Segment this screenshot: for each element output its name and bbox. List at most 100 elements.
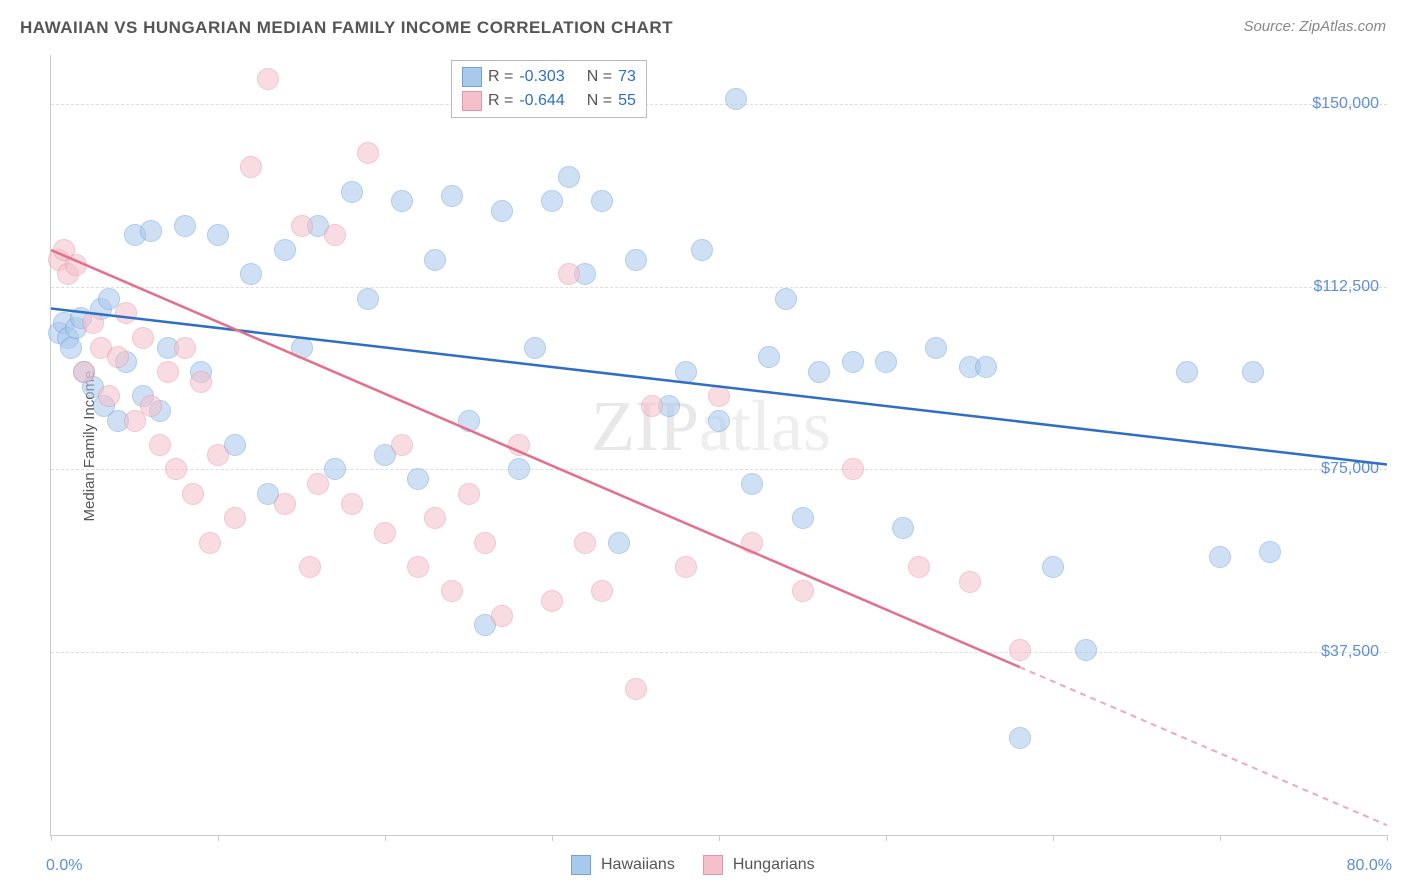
grid-line — [51, 652, 1387, 653]
plot-area: ZIPatlas R =-0.303N =73R =-0.644N =55 0.… — [50, 55, 1387, 836]
x-tick — [385, 835, 386, 841]
data-point — [107, 346, 129, 368]
data-point — [257, 68, 279, 90]
data-point — [725, 88, 747, 110]
x-max-label: 80.0% — [1347, 857, 1392, 875]
data-point — [140, 220, 162, 242]
data-point — [182, 483, 204, 505]
data-point — [675, 361, 697, 383]
data-point — [341, 493, 363, 515]
data-point — [199, 532, 221, 554]
legend-row: R =-0.644N =55 — [462, 89, 636, 113]
x-tick — [552, 835, 553, 841]
legend-swatch — [571, 855, 591, 875]
data-point — [240, 156, 262, 178]
y-tick-label: $112,500 — [1313, 278, 1379, 296]
source-label: Source: ZipAtlas.com — [1243, 18, 1386, 35]
x-tick — [218, 835, 219, 841]
data-point — [140, 395, 162, 417]
data-point — [407, 468, 429, 490]
x-tick — [719, 835, 720, 841]
data-point — [875, 351, 897, 373]
data-point — [73, 361, 95, 383]
legend-label: Hawaiians — [601, 856, 675, 874]
data-point — [240, 263, 262, 285]
data-point — [608, 532, 630, 554]
data-point — [441, 185, 463, 207]
x-tick — [1387, 835, 1388, 841]
x-tick — [51, 835, 52, 841]
data-point — [641, 395, 663, 417]
data-point — [357, 288, 379, 310]
data-point — [1209, 546, 1231, 568]
data-point — [491, 605, 513, 627]
correlation-legend: R =-0.303N =73R =-0.644N =55 — [451, 60, 647, 118]
data-point — [1259, 541, 1281, 563]
y-tick-label: $150,000 — [1312, 95, 1379, 113]
data-point — [307, 473, 329, 495]
data-point — [758, 346, 780, 368]
legend-swatch — [462, 91, 482, 111]
x-tick — [1053, 835, 1054, 841]
data-point — [391, 190, 413, 212]
x-tick — [886, 835, 887, 841]
data-point — [190, 371, 212, 393]
grid-line — [51, 287, 1387, 288]
data-point — [1176, 361, 1198, 383]
r-label: R = — [488, 92, 513, 110]
data-point — [741, 473, 763, 495]
x-tick — [1220, 835, 1221, 841]
data-point — [508, 434, 530, 456]
chart-container: HAWAIIAN VS HUNGARIAN MEDIAN FAMILY INCO… — [0, 0, 1406, 892]
data-point — [925, 337, 947, 359]
data-point — [1242, 361, 1264, 383]
data-point — [424, 249, 446, 271]
data-point — [524, 337, 546, 359]
header: HAWAIIAN VS HUNGARIAN MEDIAN FAMILY INCO… — [20, 18, 1386, 48]
data-point — [691, 239, 713, 261]
data-point — [165, 458, 187, 480]
data-point — [541, 190, 563, 212]
r-value: -0.303 — [519, 68, 564, 86]
data-point — [591, 580, 613, 602]
data-point — [741, 532, 763, 554]
n-label: N = — [587, 92, 612, 110]
legend-row: R =-0.303N =73 — [462, 65, 636, 89]
data-point — [975, 356, 997, 378]
series-legend: Hawaiians Hungarians — [571, 855, 833, 875]
data-point — [274, 493, 296, 515]
data-point — [274, 239, 296, 261]
data-point — [474, 532, 496, 554]
r-label: R = — [488, 68, 513, 86]
data-point — [558, 166, 580, 188]
data-point — [374, 522, 396, 544]
data-point — [65, 254, 87, 276]
data-point — [207, 444, 229, 466]
data-point — [708, 385, 730, 407]
data-point — [391, 434, 413, 456]
data-point — [1009, 639, 1031, 661]
data-point — [132, 327, 154, 349]
data-point — [299, 556, 321, 578]
data-point — [424, 507, 446, 529]
grid-line — [51, 104, 1387, 105]
data-point — [842, 351, 864, 373]
data-point — [174, 215, 196, 237]
data-point — [574, 532, 596, 554]
data-point — [324, 224, 346, 246]
data-point — [491, 200, 513, 222]
data-point — [224, 507, 246, 529]
data-point — [908, 556, 930, 578]
data-point — [508, 458, 530, 480]
x-min-label: 0.0% — [46, 857, 82, 875]
trend-line — [51, 250, 1020, 667]
data-point — [357, 142, 379, 164]
n-value: 73 — [618, 68, 636, 86]
legend-label: Hungarians — [733, 856, 815, 874]
legend-swatch — [703, 855, 723, 875]
data-point — [625, 249, 647, 271]
data-point — [675, 556, 697, 578]
y-tick-label: $37,500 — [1321, 643, 1379, 661]
n-value: 55 — [618, 92, 636, 110]
data-point — [407, 556, 429, 578]
